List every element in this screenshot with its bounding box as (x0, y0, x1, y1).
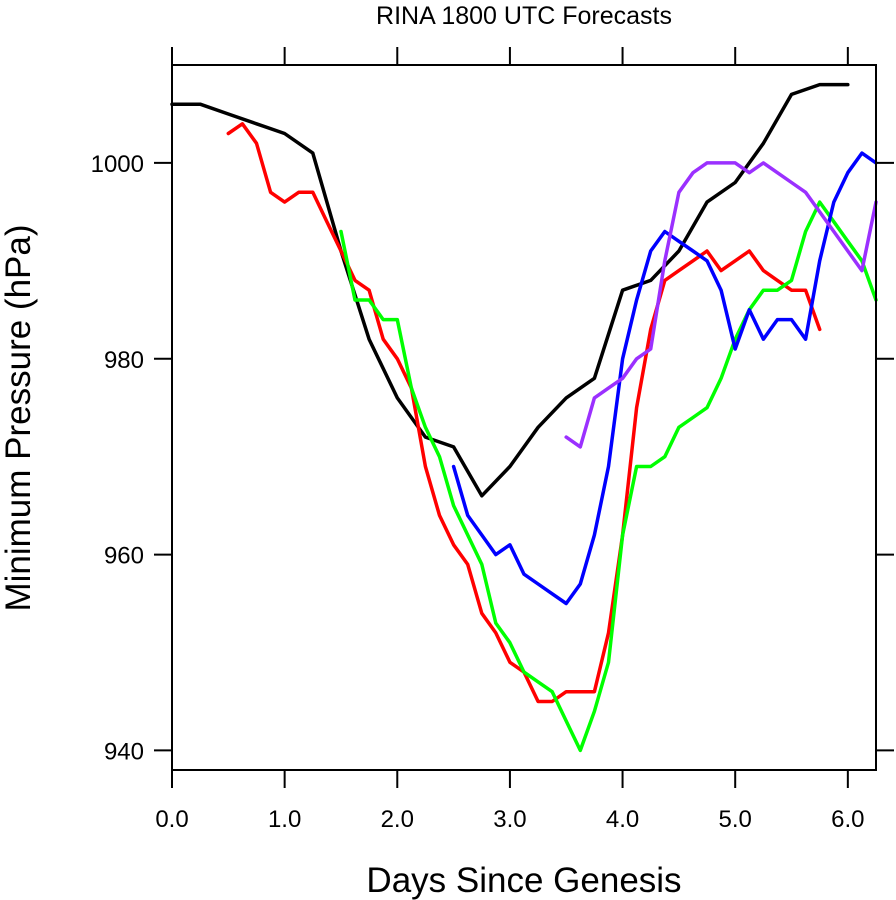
y-tick-label: 940 (104, 738, 144, 765)
y-tick-label: 980 (104, 347, 144, 374)
series-layer (170, 82, 878, 753)
x-tick-label: 1.0 (268, 806, 301, 833)
x-tick-label: 2.0 (381, 806, 414, 833)
series-line-5 (564, 161, 878, 449)
x-tick-label: 6.0 (831, 806, 864, 833)
x-tick-label: 5.0 (719, 806, 752, 833)
x-tick-label: 0.0 (155, 806, 188, 833)
x-tick-label: 3.0 (493, 806, 526, 833)
plot-frame (171, 64, 877, 771)
x-tick-label: 4.0 (606, 806, 639, 833)
series-line-1 (170, 82, 850, 498)
y-tick-label: 960 (104, 543, 144, 570)
ticks-layer: 0.0 1.0 2.0 3.0 4.0 5.0 6.0 940 960 980 1000 (91, 47, 894, 833)
chart-title: RINA 1800 UTC Forecasts (376, 2, 672, 30)
series-line-2 (226, 122, 822, 704)
y-axis-label: Minimum Pressure (hPa) (0, 224, 38, 611)
series-line-3 (339, 200, 878, 753)
y-tick-label: 1000 (91, 151, 144, 178)
x-axis-label: Days Since Genesis (366, 861, 681, 900)
series-line-4 (451, 151, 878, 606)
